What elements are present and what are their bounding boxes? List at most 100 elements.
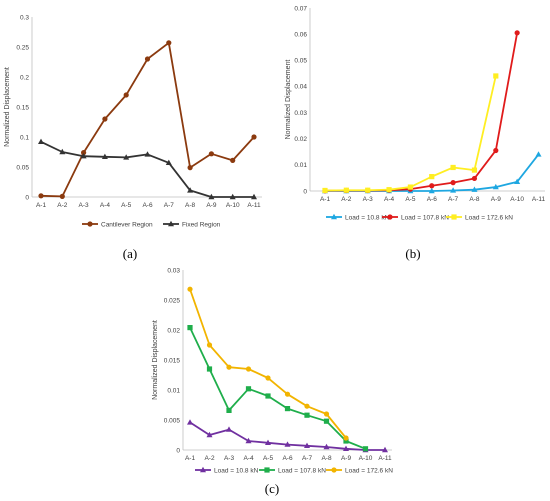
data-point-0-0 — [144, 56, 151, 62]
data-point-0-0 — [230, 157, 236, 163]
x-tick-label-2: A-8 — [321, 455, 332, 462]
data-point-2-2 — [206, 342, 213, 348]
data-point-2-2 — [226, 364, 232, 370]
x-tick-label-1: A-5 — [405, 196, 416, 203]
y-tick-label-1: 0 — [303, 188, 307, 195]
legend-label-2-1: Load = 107.8 kN — [278, 467, 326, 474]
data-point-0-0 — [187, 165, 193, 171]
data-point-2-1 — [226, 407, 232, 413]
data-point-0-1 — [165, 159, 172, 165]
y-tick-label-2: 0 — [176, 447, 180, 454]
x-tick-label-0: A-9 — [206, 202, 217, 209]
x-tick-label-1: A-11 — [532, 196, 546, 203]
data-point-2-2 — [304, 403, 310, 409]
y-tick-label-1: 0.07 — [294, 5, 307, 12]
data-point-1-1 — [493, 147, 499, 154]
data-point-2-1 — [343, 438, 349, 444]
data-point-1-2 — [386, 187, 392, 193]
legend-label-1-0: Load = 10.8 kN — [345, 214, 390, 221]
y-tick-label-0: 0.25 — [16, 44, 29, 51]
data-point-0-0 — [166, 40, 172, 46]
x-tick-label-0: A-11 — [247, 202, 261, 209]
legend-marker-0-0 — [87, 221, 93, 227]
x-tick-label-2: A-9 — [341, 455, 352, 462]
legend-marker-1-0 — [331, 213, 337, 220]
legend-label-2-0: Load = 10.8 kN — [214, 467, 259, 474]
y-tick-label-2: 0.03 — [167, 267, 180, 274]
y-tick-label-0: 0.05 — [16, 164, 29, 171]
data-point-1-2 — [493, 73, 499, 79]
data-point-0-1 — [59, 148, 66, 155]
data-point-2-2 — [245, 366, 252, 372]
data-point-1-0 — [428, 187, 435, 194]
x-tick-label-1: A-7 — [448, 196, 459, 203]
x-tick-label-1: A-4 — [384, 196, 395, 203]
x-tick-label-2: A-2 — [204, 455, 215, 462]
x-tick-label-0: A-7 — [164, 202, 175, 209]
data-point-0-1 — [208, 193, 215, 200]
y-axis-label-1: Normalized Displacement — [285, 60, 292, 140]
y-tick-label-0: 0.2 — [20, 74, 29, 81]
legend-label-0-0: Cantilever Region — [101, 221, 153, 228]
data-point-1-2 — [429, 174, 435, 180]
data-point-0-1 — [251, 193, 257, 200]
y-tick-label-0: 0.1 — [20, 134, 29, 141]
data-point-0-0 — [123, 92, 129, 98]
x-tick-label-0: A-5 — [121, 202, 132, 209]
x-tick-label-2: A-10 — [359, 455, 373, 462]
x-tick-label-1: A-1 — [320, 196, 331, 203]
x-tick-label-1: A-6 — [427, 196, 438, 203]
series-line-2-2 — [189, 288, 347, 439]
data-point-0-1 — [229, 193, 236, 200]
legend-label-1-1: Load = 107.8 kN — [401, 214, 449, 221]
data-point-0-0 — [81, 150, 87, 156]
y-tick-label-0: 0 — [25, 194, 29, 201]
y-axis-label-2: Normalized Displacement — [152, 320, 159, 400]
y-tick-label-1: 0.03 — [294, 110, 307, 117]
y-tick-label-2: 0.01 — [167, 387, 180, 394]
data-point-0-0 — [59, 193, 65, 199]
legend-marker-0-1 — [168, 220, 174, 227]
data-point-2-1 — [323, 418, 330, 424]
data-point-1-0 — [450, 187, 457, 193]
x-tick-label-2: A-5 — [263, 455, 274, 462]
legend-marker-2-0 — [200, 466, 206, 473]
series-line-0-0 — [40, 41, 255, 198]
legend-label-1-2: Load = 172.6 kN — [465, 214, 513, 221]
data-point-1-1 — [450, 180, 456, 186]
data-point-2-1 — [206, 366, 213, 372]
x-tick-label-0: A-2 — [57, 202, 68, 209]
data-point-1-1 — [429, 183, 435, 189]
data-point-1-0 — [535, 151, 542, 157]
data-point-0-0 — [38, 193, 44, 199]
panel-caption-0: (a) — [123, 246, 137, 261]
data-point-0-1 — [101, 153, 108, 159]
y-tick-label-0: 0.3 — [20, 14, 29, 21]
data-point-1-1 — [514, 30, 520, 36]
y-tick-label-2: 0.025 — [164, 297, 181, 304]
data-point-2-0 — [265, 439, 271, 445]
data-point-0-1 — [123, 154, 130, 160]
data-point-0-0 — [102, 116, 108, 122]
panel-caption-2: (c) — [265, 481, 279, 496]
y-tick-label-1: 0.02 — [294, 136, 307, 143]
y-tick-label-1: 0.05 — [294, 58, 307, 65]
x-tick-label-0: A-1 — [36, 202, 47, 209]
data-point-2-1 — [284, 406, 291, 412]
y-tick-label-0: 0.15 — [16, 104, 29, 111]
data-point-2-2 — [284, 391, 291, 397]
data-point-2-0 — [206, 431, 213, 438]
x-tick-label-1: A-10 — [510, 196, 524, 203]
legend-marker-1-1 — [387, 214, 393, 220]
legend-marker-2-2 — [331, 467, 337, 473]
legend-label-0-1: Fixed Region — [182, 221, 221, 228]
legend-marker-2-1 — [264, 467, 270, 473]
data-point-2-0 — [284, 441, 291, 447]
data-point-0-1 — [38, 138, 44, 144]
data-point-1-2 — [407, 184, 413, 190]
data-point-1-0 — [492, 183, 499, 190]
x-tick-label-0: A-10 — [226, 202, 240, 209]
x-tick-label-0: A-4 — [100, 202, 111, 209]
series-line-1-2 — [324, 75, 497, 192]
data-point-2-1 — [245, 386, 252, 392]
